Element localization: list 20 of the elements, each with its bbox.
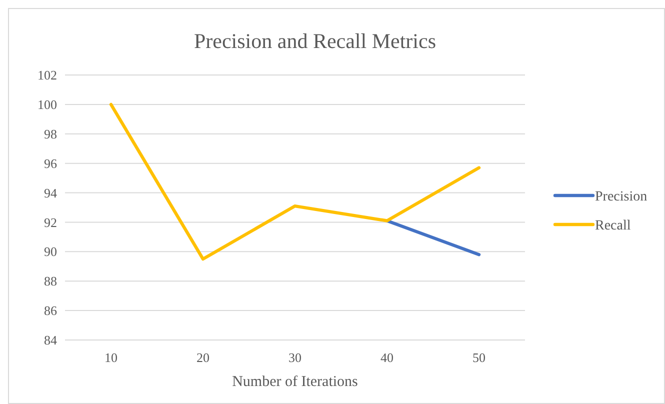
chart-title: Precision and Recall Metrics <box>194 29 436 53</box>
y-tick-label: 86 <box>44 303 58 318</box>
y-tick-label: 102 <box>38 68 57 83</box>
legend-label: Precision <box>595 189 648 204</box>
x-tick-label: 10 <box>104 350 118 365</box>
y-tick-label: 84 <box>44 332 58 348</box>
y-tick-label: 94 <box>44 185 58 200</box>
line-series <box>109 102 481 261</box>
y-tick-label: 92 <box>44 214 57 230</box>
y-tick-label: 98 <box>44 126 57 142</box>
y-tick-label: 88 <box>44 274 57 289</box>
x-tick-label: 30 <box>288 350 302 365</box>
x-tick-label: 50 <box>472 350 486 365</box>
y-tick-label: 90 <box>44 244 57 260</box>
x-tick-label: 20 <box>196 350 210 365</box>
y-tick-label: 100 <box>38 96 57 112</box>
legend-label: Recall <box>595 218 631 234</box>
x-axis-title: Number of Iterations <box>232 374 358 390</box>
x-tick-label: 40 <box>380 350 394 365</box>
y-tick-label: 96 <box>44 156 58 171</box>
